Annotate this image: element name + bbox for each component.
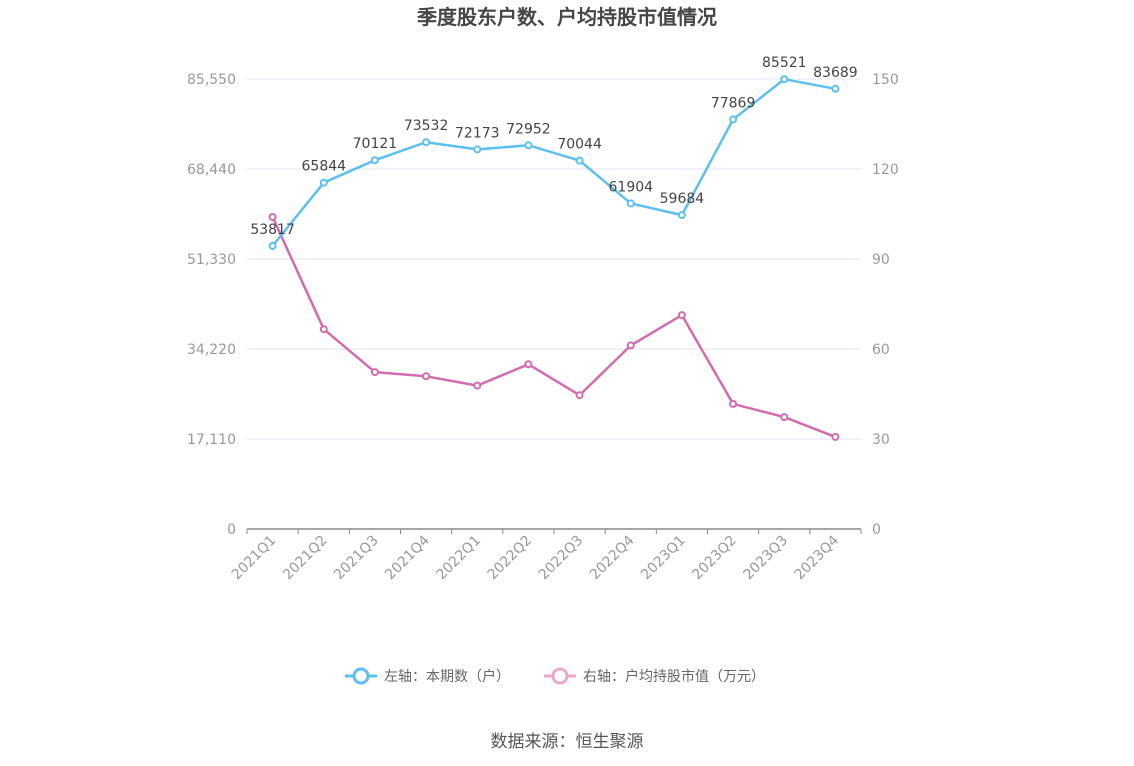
- right-axis: 0 30 60 90 120 150: [872, 72, 899, 538]
- x-axis-tick-label: 2022Q3: [536, 533, 587, 584]
- data-point-right[interactable]: [729, 399, 738, 408]
- data-label: 59684: [660, 191, 705, 207]
- data-point-left[interactable]: [524, 141, 533, 150]
- left-axis-tick-label: 68,440: [187, 162, 236, 178]
- data-point-left[interactable]: [729, 115, 738, 124]
- legend-label-right: 右轴：户均持股市值（万元）: [583, 668, 765, 685]
- x-axis-tick-label: 2021Q1: [229, 533, 280, 584]
- left-axis-tick-label: 0: [227, 522, 236, 538]
- data-point-right[interactable]: [831, 432, 840, 441]
- data-label: 72952: [506, 121, 551, 137]
- series-line-right: [271, 216, 836, 439]
- data-point-left[interactable]: [677, 211, 686, 220]
- right-axis-tick-label: 0: [872, 522, 881, 538]
- data-label: 53817: [250, 222, 295, 238]
- data-label: 65844: [302, 159, 347, 175]
- data-point-left[interactable]: [422, 138, 431, 147]
- data-point-right[interactable]: [626, 341, 635, 350]
- data-point-right[interactable]: [575, 391, 584, 400]
- legend-marker-right: [551, 667, 569, 685]
- data-labels: 53817 65844 70121 73532 72173 72952 70044 61904…: [250, 55, 857, 238]
- series-layer: [268, 75, 840, 441]
- x-axis-tick-label: 2022Q1: [433, 533, 484, 584]
- x-axis-tick-label: 2023Q1: [638, 533, 689, 584]
- data-point-left[interactable]: [319, 178, 328, 187]
- data-point-left[interactable]: [831, 84, 840, 93]
- data-label: 72173: [455, 125, 500, 141]
- series-line-left: [271, 77, 836, 247]
- right-axis-tick-label: 60: [872, 342, 890, 358]
- data-point-right[interactable]: [319, 325, 328, 334]
- data-point-left[interactable]: [268, 241, 277, 250]
- data-point-right[interactable]: [780, 413, 789, 422]
- data-point-right[interactable]: [370, 368, 379, 377]
- data-label: 73532: [404, 118, 449, 134]
- right-axis-tick-label: 120: [872, 162, 899, 178]
- x-axis-tick-label: 2022Q2: [485, 533, 536, 584]
- left-axis-tick-label: 51,330: [187, 252, 236, 268]
- legend-label-left: 左轴：本期数（户）: [384, 668, 510, 685]
- legend: 左轴：本期数（户） 右轴：户均持股市值（万元）: [345, 667, 765, 685]
- data-label: 70044: [557, 137, 602, 153]
- legend-marker-left: [352, 667, 370, 685]
- data-label: 70121: [353, 136, 398, 152]
- right-axis-tick-label: 30: [872, 432, 890, 448]
- right-axis-tick-label: 150: [872, 72, 899, 88]
- x-axis-tick-label: 2021Q3: [331, 533, 382, 584]
- legend-item-left-series[interactable]: 左轴：本期数（户）: [345, 667, 510, 685]
- right-axis-tick-label: 90: [872, 252, 890, 268]
- left-axis-tick-label: 85,550: [187, 72, 236, 88]
- data-point-left[interactable]: [626, 199, 635, 208]
- data-label: 61904: [609, 179, 654, 195]
- data-point-left[interactable]: [575, 156, 584, 165]
- data-point-right[interactable]: [524, 360, 533, 369]
- chart-title: 季度股东户数、户均持股市值情况: [416, 5, 717, 29]
- legend-item-right-series[interactable]: 右轴：户均持股市值（万元）: [544, 667, 765, 685]
- data-label: 85521: [762, 55, 807, 71]
- data-point-left[interactable]: [473, 145, 482, 154]
- x-axis-tick-label: 2021Q4: [382, 532, 433, 583]
- data-point-left[interactable]: [780, 75, 789, 84]
- x-axis-tick-label: 2023Q3: [740, 533, 791, 584]
- left-axis-tick-label: 34,220: [187, 342, 236, 358]
- left-axis-tick-label: 17,110: [187, 432, 236, 448]
- data-point-right[interactable]: [422, 372, 431, 381]
- data-point-right[interactable]: [677, 311, 686, 320]
- data-source: 数据来源：恒生聚源: [491, 732, 644, 752]
- x-axis-tick-label: 2023Q2: [689, 533, 740, 584]
- data-label: 83689: [813, 65, 858, 81]
- x-axis-tick-label: 2021Q2: [280, 533, 331, 584]
- data-label: 77869: [711, 95, 756, 111]
- data-point-left[interactable]: [370, 156, 379, 165]
- x-axis-tick-label: 2023Q4: [792, 532, 843, 583]
- left-axis: 0 17,110 34,220 51,330 68,440 85,550: [187, 72, 236, 538]
- x-axis: 2021Q1 2021Q2 2021Q3 2021Q4 2022Q1 2022Q2 2022…: [229, 528, 862, 584]
- grid: [247, 78, 861, 440]
- data-point-right[interactable]: [473, 381, 482, 390]
- x-axis-tick-label: 2022Q4: [587, 532, 638, 583]
- data-point-right[interactable]: [268, 213, 277, 221]
